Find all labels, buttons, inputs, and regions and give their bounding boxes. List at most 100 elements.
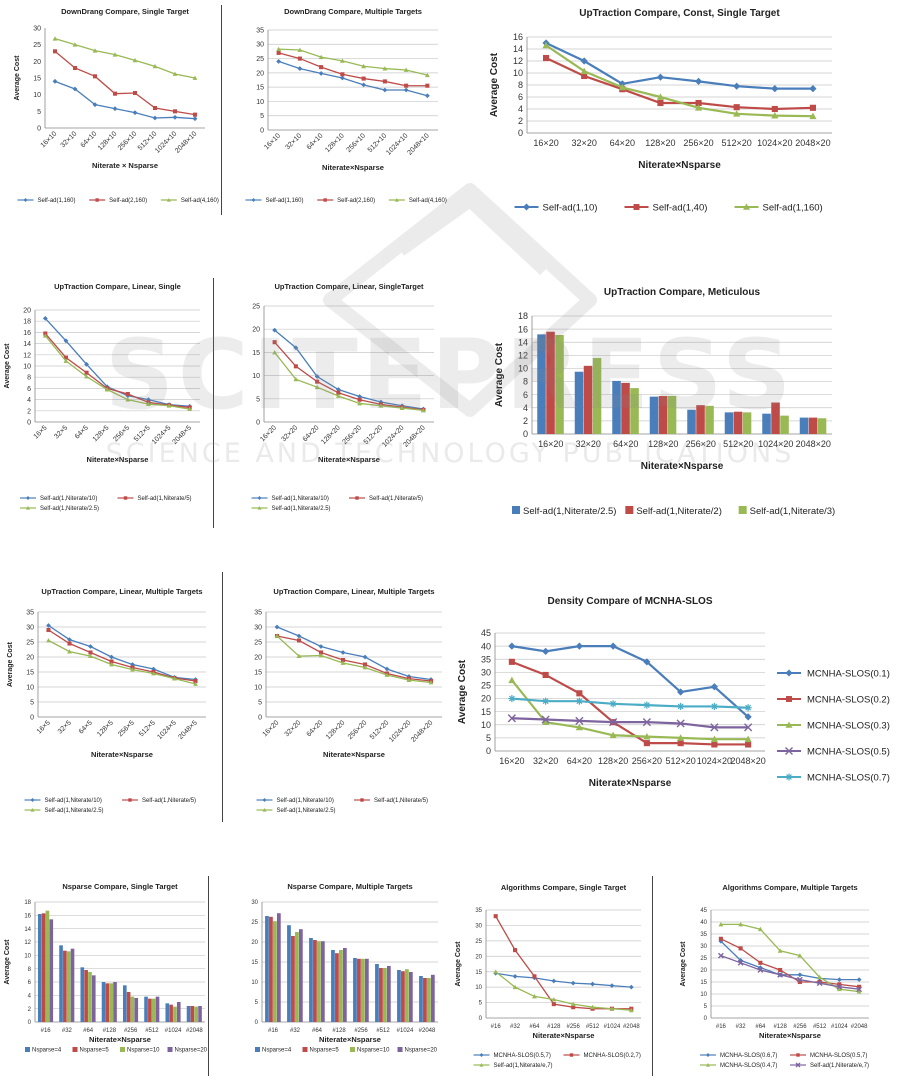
data-point xyxy=(677,688,685,696)
legend-swatch xyxy=(397,1047,403,1052)
x-tick-label: #512 xyxy=(586,1024,600,1030)
x-tick-label: 64×20 xyxy=(306,719,325,738)
legend-swatch xyxy=(120,1047,125,1052)
data-point xyxy=(656,73,665,81)
data-point xyxy=(710,735,718,743)
legend-marker xyxy=(26,506,30,510)
data-point xyxy=(857,984,862,989)
bar xyxy=(313,940,317,1022)
chart-c2: DownDrang Compare, Multiple Targets 0 5 10 1… xyxy=(245,7,447,204)
legend-swatch xyxy=(738,506,747,514)
data-point xyxy=(733,82,741,90)
data-point xyxy=(340,72,345,77)
data-point xyxy=(677,702,685,711)
chart-c12: Algorithms Compare, Single Target 0 5 10 15 2… xyxy=(455,883,641,1069)
y-tick-label: 5 xyxy=(37,109,41,116)
data-point xyxy=(771,112,779,119)
data-point xyxy=(112,52,118,57)
data-point xyxy=(52,36,58,41)
data-point xyxy=(677,740,684,747)
y-tick-label: 35 xyxy=(700,932,707,938)
y-tick-label: 30 xyxy=(254,624,262,631)
bar xyxy=(375,964,379,1022)
data-point xyxy=(109,659,114,664)
data-point xyxy=(361,63,367,69)
panel-divider-row4b xyxy=(652,876,653,1076)
y-tick-label: 15 xyxy=(256,85,264,92)
series-line xyxy=(511,645,749,718)
x-tick-label: 128×5 xyxy=(96,719,115,738)
data-point xyxy=(744,735,752,743)
chart-title: UpTraction Compare, Linear, Multiple Tar… xyxy=(41,587,202,596)
data-point xyxy=(192,112,198,117)
data-point xyxy=(152,105,158,111)
y-tick-label: 5 xyxy=(486,733,491,743)
y-tick-label: 15 xyxy=(700,980,707,986)
y-tick-label: 12 xyxy=(23,352,31,359)
x-tick-label: 256×5 xyxy=(117,719,136,738)
y-tick-label: 25 xyxy=(254,639,262,646)
y-tick-label: 12 xyxy=(518,350,528,360)
y-tick-label: 2 xyxy=(27,408,31,415)
y-tick-label: 15 xyxy=(254,669,262,676)
data-point xyxy=(92,48,98,53)
data-point xyxy=(609,1006,615,1011)
legend-marker xyxy=(743,203,750,210)
legend-marker xyxy=(257,506,262,510)
legend-swatch xyxy=(350,1047,355,1052)
x-tick-label: 256×20 xyxy=(632,756,662,766)
bar xyxy=(342,948,347,1022)
legend-label: Nsparse=5 xyxy=(310,1048,340,1054)
legend-marker xyxy=(479,1053,484,1057)
data-point xyxy=(777,971,784,978)
bar xyxy=(317,941,321,1022)
x-tick-label: 256×5 xyxy=(112,424,131,443)
y-axis-label: Average Cost xyxy=(494,342,505,407)
series-line xyxy=(495,915,632,1010)
bar xyxy=(130,996,135,1022)
bar xyxy=(49,919,54,1022)
x-tick-label: 32×20 xyxy=(284,719,303,738)
data-point xyxy=(296,653,302,659)
legend-marker xyxy=(786,696,792,702)
chart-title: Nsparse Compare, Single Target xyxy=(62,882,178,891)
legend-label: Self-ad(1,Niterate/2) xyxy=(636,506,722,517)
data-point xyxy=(318,71,324,76)
y-tick-label: 2 xyxy=(518,116,523,126)
data-point xyxy=(856,989,862,994)
bar xyxy=(276,913,281,1022)
y-tick-label: 0 xyxy=(37,125,41,132)
bar xyxy=(430,974,435,1022)
y-tick-label: 45 xyxy=(481,628,491,638)
bar xyxy=(537,334,546,434)
y-tick-label: 20 xyxy=(26,654,34,661)
data-point xyxy=(67,637,72,642)
chart-c6: UpTraction Compare, Meticulous 0 2 4 6 8 10 12 1… xyxy=(494,287,835,517)
y-tick-label: 12 xyxy=(24,940,31,946)
y-tick-label: 15 xyxy=(252,350,260,357)
y-tick-label: 30 xyxy=(33,25,41,32)
chart-c3: UpTraction Compare, Const, Single Target… xyxy=(489,8,832,213)
data-point xyxy=(643,732,651,740)
x-tick-label: 1024×20 xyxy=(381,424,405,448)
series-line xyxy=(278,60,428,97)
data-point xyxy=(339,75,345,81)
data-point xyxy=(609,731,617,739)
bar xyxy=(546,331,555,434)
chart-c1: DownDrang Compare, Single Target 0 5 10 15 20… xyxy=(14,7,219,204)
x-tick-label: #512 xyxy=(145,1028,159,1034)
legend-marker xyxy=(30,798,35,802)
y-tick-label: 16 xyxy=(24,913,31,919)
x-tick-label: 256×20 xyxy=(683,138,713,148)
legend-label: Self-ad(1,160) xyxy=(266,198,304,204)
y-tick-label: 16 xyxy=(518,324,528,334)
x-tick-label: #1024 xyxy=(397,1028,414,1034)
x-tick-label: #16 xyxy=(716,1024,727,1030)
data-point xyxy=(737,959,744,966)
bar xyxy=(309,938,313,1022)
data-point xyxy=(63,358,69,363)
bar xyxy=(379,968,383,1022)
data-point xyxy=(318,54,324,60)
chart-title: Density Compare of MCNHA-SLOS xyxy=(547,596,712,607)
data-point xyxy=(642,718,651,727)
